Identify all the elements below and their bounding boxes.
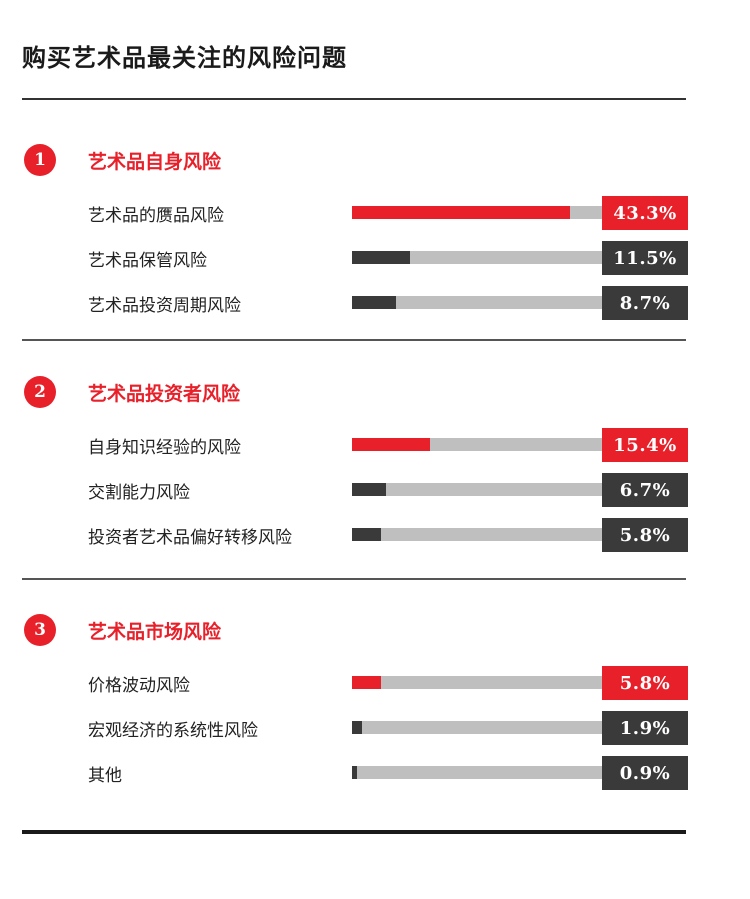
bar-row: 自身知识经验的风险 15.4% <box>0 428 750 462</box>
bar-track <box>352 206 604 219</box>
bar-row: 艺术品保管风险 11.5% <box>0 241 750 275</box>
bar-track <box>352 296 604 309</box>
bar-fill <box>352 296 396 309</box>
bar-row: 艺术品投资周期风险 8.7% <box>0 286 750 320</box>
top-divider <box>22 98 686 100</box>
bar-fill <box>352 766 357 779</box>
bar-track <box>352 528 604 541</box>
value-badge: 1.9% <box>602 711 688 745</box>
bar-row: 价格波动风险 5.8% <box>0 666 750 700</box>
bar-label: 宏观经济的系统性风险 <box>88 721 258 741</box>
bar-track <box>352 721 604 734</box>
bar-label: 交割能力风险 <box>88 483 190 503</box>
bar-fill <box>352 721 362 734</box>
value-badge: 15.4% <box>602 428 688 462</box>
bar-row: 宏观经济的系统性风险 1.9% <box>0 711 750 745</box>
section-title: 艺术品市场风险 <box>88 620 222 643</box>
bar-row: 其他 0.9% <box>0 756 750 790</box>
bar-fill <box>352 483 386 496</box>
bar-fill <box>352 528 381 541</box>
bar-row: 艺术品的赝品风险 43.3% <box>0 196 750 230</box>
bottom-divider <box>22 830 686 834</box>
section-number-badge: 3 <box>24 614 56 646</box>
value-badge: 5.8% <box>602 666 688 700</box>
bar-fill <box>352 251 410 264</box>
bar-track <box>352 438 604 451</box>
value-badge: 0.9% <box>602 756 688 790</box>
value-badge: 5.8% <box>602 518 688 552</box>
section-number-badge: 2 <box>24 376 56 408</box>
bar-label: 价格波动风险 <box>88 676 190 696</box>
bar-fill <box>352 206 570 219</box>
bar-track <box>352 483 604 496</box>
bar-label: 艺术品的赝品风险 <box>88 206 224 226</box>
bar-row: 投资者艺术品偏好转移风险 5.8% <box>0 518 750 552</box>
bar-fill <box>352 676 381 689</box>
value-badge: 6.7% <box>602 473 688 507</box>
value-badge: 43.3% <box>602 196 688 230</box>
bar-label: 投资者艺术品偏好转移风险 <box>88 528 292 548</box>
bar-label: 艺术品投资周期风险 <box>88 296 241 316</box>
bar-track <box>352 766 604 779</box>
bar-label: 其他 <box>88 766 122 786</box>
bar-track <box>352 676 604 689</box>
bar-track <box>352 251 604 264</box>
bar-row: 交割能力风险 6.7% <box>0 473 750 507</box>
section-title: 艺术品投资者风险 <box>88 382 241 405</box>
section-header: 3 艺术品市场风险 <box>24 614 221 646</box>
section-number-badge: 1 <box>24 144 56 176</box>
bar-label: 艺术品保管风险 <box>88 251 207 271</box>
bar-label: 自身知识经验的风险 <box>88 438 241 458</box>
section-divider <box>22 339 686 341</box>
page-title: 购买艺术品最关注的风险问题 <box>22 44 347 72</box>
section-header: 2 艺术品投资者风险 <box>24 376 240 408</box>
section-divider <box>22 578 686 580</box>
value-badge: 11.5% <box>602 241 688 275</box>
bar-fill <box>352 438 430 451</box>
section-title: 艺术品自身风险 <box>88 150 222 173</box>
section-header: 1 艺术品自身风险 <box>24 144 221 176</box>
value-badge: 8.7% <box>602 286 688 320</box>
